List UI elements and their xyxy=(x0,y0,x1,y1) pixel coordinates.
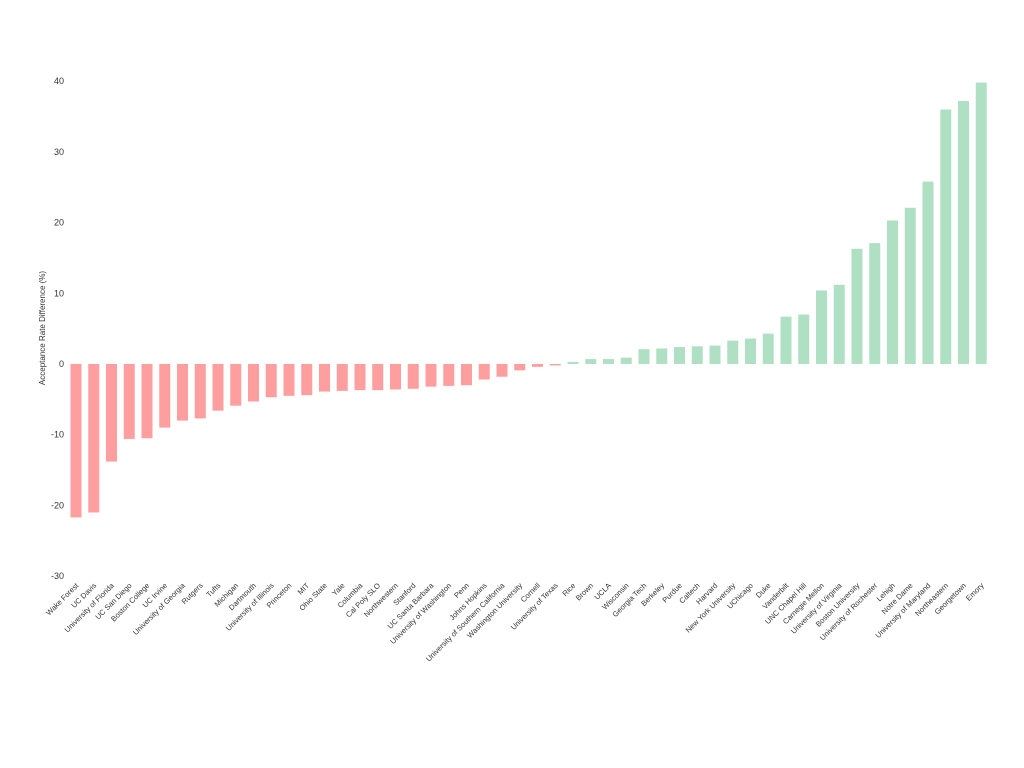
bar xyxy=(443,364,455,386)
bar xyxy=(70,364,82,518)
bar xyxy=(975,82,987,365)
y-tick-label: -10 xyxy=(51,430,64,440)
y-axis-title: Acceptance Rate Difference (%) xyxy=(38,271,47,385)
bar xyxy=(869,243,881,364)
bar xyxy=(283,364,295,396)
bar xyxy=(816,290,827,364)
y-axis-ticks: -30 -20 -10 0 10 20 30 40 xyxy=(51,76,64,581)
bar xyxy=(887,220,898,364)
bar xyxy=(407,364,419,389)
bar xyxy=(674,347,685,364)
bar xyxy=(425,364,437,387)
bar xyxy=(194,364,206,419)
bar xyxy=(762,333,774,364)
bar xyxy=(212,364,224,411)
bar xyxy=(106,364,117,462)
bar xyxy=(798,314,810,364)
bar xyxy=(958,101,969,364)
bar xyxy=(177,364,188,421)
bar xyxy=(478,364,490,380)
y-tick-label: 0 xyxy=(59,359,64,369)
bar xyxy=(851,248,863,364)
bar xyxy=(230,364,242,406)
bar xyxy=(709,345,721,364)
bar xyxy=(922,181,934,364)
bar xyxy=(567,361,579,364)
bar xyxy=(585,359,597,364)
bar xyxy=(904,207,916,364)
y-tick-label: 40 xyxy=(54,76,64,86)
bar xyxy=(372,364,384,391)
bar xyxy=(940,109,952,364)
bar xyxy=(390,364,401,390)
y-tick-label: -30 xyxy=(51,571,64,581)
bar xyxy=(141,364,153,439)
bar xyxy=(301,364,313,396)
bar xyxy=(336,364,348,391)
bar xyxy=(123,364,135,439)
y-tick-label: 30 xyxy=(54,147,64,157)
bar xyxy=(780,316,792,364)
bar xyxy=(833,284,845,364)
bar xyxy=(265,364,277,398)
bar xyxy=(656,348,668,364)
bar xyxy=(514,364,526,371)
bar xyxy=(354,364,366,391)
y-tick-label: -20 xyxy=(51,500,64,510)
bar xyxy=(319,364,330,392)
bar xyxy=(248,364,259,402)
bar xyxy=(727,340,739,364)
x-category-label: Emory xyxy=(964,581,986,603)
x-category-label: Brown xyxy=(574,581,595,602)
bar xyxy=(88,364,100,513)
bar xyxy=(745,338,756,364)
bar xyxy=(549,364,561,366)
bar xyxy=(691,346,703,364)
bar xyxy=(620,357,632,364)
y-tick-label: 20 xyxy=(54,218,64,228)
bar xyxy=(532,364,543,367)
bar xyxy=(603,359,614,364)
bar xyxy=(461,364,472,386)
bar xyxy=(496,364,508,377)
bar xyxy=(159,364,171,428)
bar xyxy=(638,349,650,364)
bars-group xyxy=(70,82,987,518)
y-tick-label: 10 xyxy=(54,288,64,298)
